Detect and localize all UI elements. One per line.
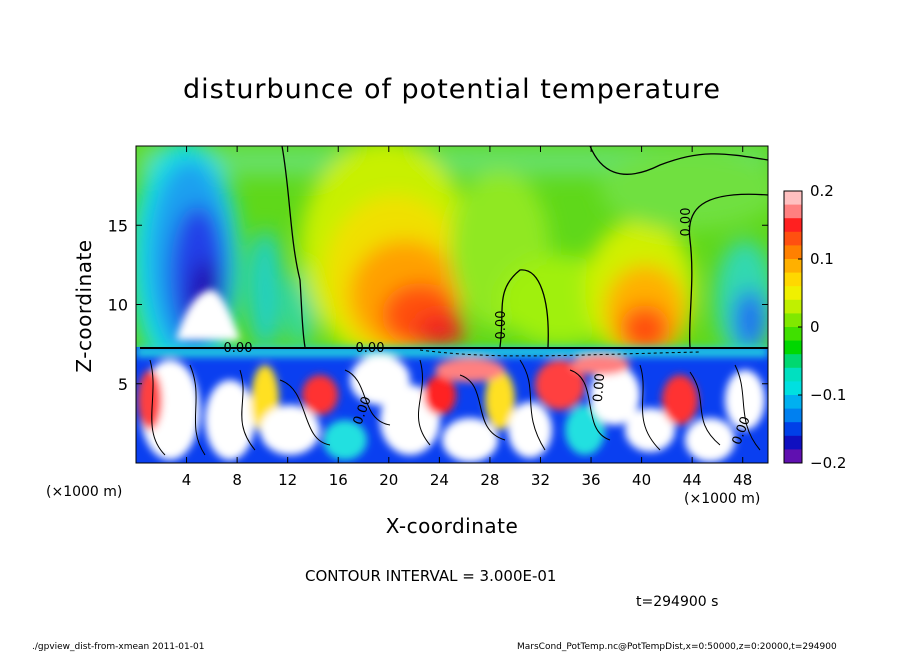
x-tick-label: 24	[430, 471, 449, 489]
x-axis-label: X-coordinate	[385, 514, 519, 538]
footer-source: MarsCond_PotTemp.nc@PotTempDist,x=0:5000…	[517, 642, 837, 652]
x-axis: 4 8 12 16 20 24 28 32 36 40 44 48	[182, 146, 752, 489]
colorbar-segment	[784, 381, 802, 396]
colorbar-segment	[784, 272, 802, 287]
chart-title: disturbunce of potential temperature	[183, 74, 721, 105]
colorbar-tick-label: −0.2	[810, 454, 846, 472]
x-tick-label: 32	[531, 471, 550, 489]
contour-label: 0.00	[494, 311, 509, 340]
colorbar-segment	[784, 422, 802, 437]
contour-label: 0.00	[356, 341, 385, 356]
colorbar-segment	[784, 231, 802, 246]
colorbar-tick-label: 0.1	[810, 250, 834, 268]
x-tick-label: 28	[480, 471, 499, 489]
colorbar-segment	[784, 191, 802, 206]
colorbar-segment	[784, 313, 802, 328]
x-tick-label: 4	[182, 471, 192, 489]
contour-interval-note: CONTOUR INTERVAL = 3.000E-01	[305, 567, 557, 585]
contour-label: 0.00	[679, 208, 694, 237]
colorbar-tick-label: −0.1	[810, 386, 846, 404]
contour-label: 0.00	[591, 373, 608, 403]
colorbar-segment	[784, 245, 802, 260]
colorbar-segment	[784, 340, 802, 355]
colorbar-segment	[784, 286, 802, 301]
colorbar-segment	[784, 327, 802, 342]
x-tick-label: 36	[581, 471, 600, 489]
colorbar-segment	[784, 435, 802, 450]
colorbar-segment	[784, 395, 802, 410]
x-tick-label: 44	[683, 471, 702, 489]
colorbar-segment	[784, 408, 802, 423]
x-tick-label: 40	[632, 471, 651, 489]
x-tick-label: 12	[278, 471, 297, 489]
x-tick-label: 20	[379, 471, 398, 489]
y-tick-label: 10	[108, 296, 128, 315]
colorbar-segment	[784, 218, 802, 233]
heatmap-field	[136, 146, 768, 463]
colorbar-segment	[784, 367, 802, 382]
y-tick-label: 5	[118, 375, 128, 394]
x-axis-unit-left: (×1000 m)	[46, 484, 123, 500]
y-axis-label: Z-coordinate	[72, 239, 96, 373]
y-axis: 5 10 15	[108, 216, 768, 394]
colorbar-segment	[784, 299, 802, 314]
colorbar-tick-label: 0	[810, 318, 820, 336]
footer-command: ./gpview_dist-from-xmean 2011-01-01	[32, 642, 205, 652]
colorbar-tick-label: 0.2	[810, 182, 834, 200]
colorbar-segment	[784, 204, 802, 219]
y-tick-label: 15	[108, 216, 128, 235]
colorbar-segment	[784, 449, 802, 464]
contour-label: 0.00	[224, 341, 253, 356]
colorbar-segment	[784, 354, 802, 369]
x-axis-unit-right: (×1000 m)	[684, 491, 761, 507]
colorbar: 0.2 0.1 0 −0.1 −0.2	[783, 182, 846, 472]
x-tick-label: 16	[329, 471, 348, 489]
time-stamp: t=294900 s	[636, 594, 719, 610]
x-tick-label: 8	[232, 471, 242, 489]
x-tick-label: 48	[733, 471, 752, 489]
colorbar-segment	[784, 259, 802, 274]
